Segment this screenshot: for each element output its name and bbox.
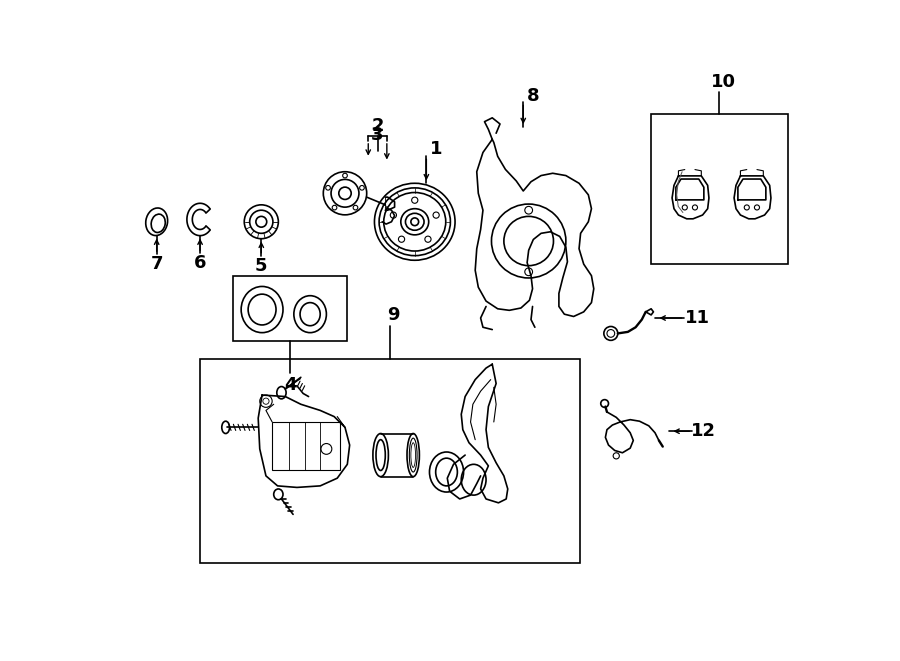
Text: 9: 9: [388, 306, 400, 324]
Text: 8: 8: [527, 87, 540, 105]
Text: 3: 3: [372, 126, 383, 143]
Bar: [200, 359, 580, 563]
Text: 11: 11: [685, 309, 710, 327]
Bar: [651, 114, 788, 264]
Text: 7: 7: [150, 255, 163, 273]
Text: 12: 12: [690, 422, 716, 440]
Text: 5: 5: [255, 256, 267, 275]
Text: 2: 2: [372, 116, 383, 135]
Text: 10: 10: [711, 73, 735, 91]
Text: 1: 1: [430, 139, 443, 157]
Text: 4: 4: [284, 376, 296, 394]
Bar: [232, 276, 347, 341]
Text: 6: 6: [194, 254, 206, 272]
Bar: [272, 422, 340, 470]
